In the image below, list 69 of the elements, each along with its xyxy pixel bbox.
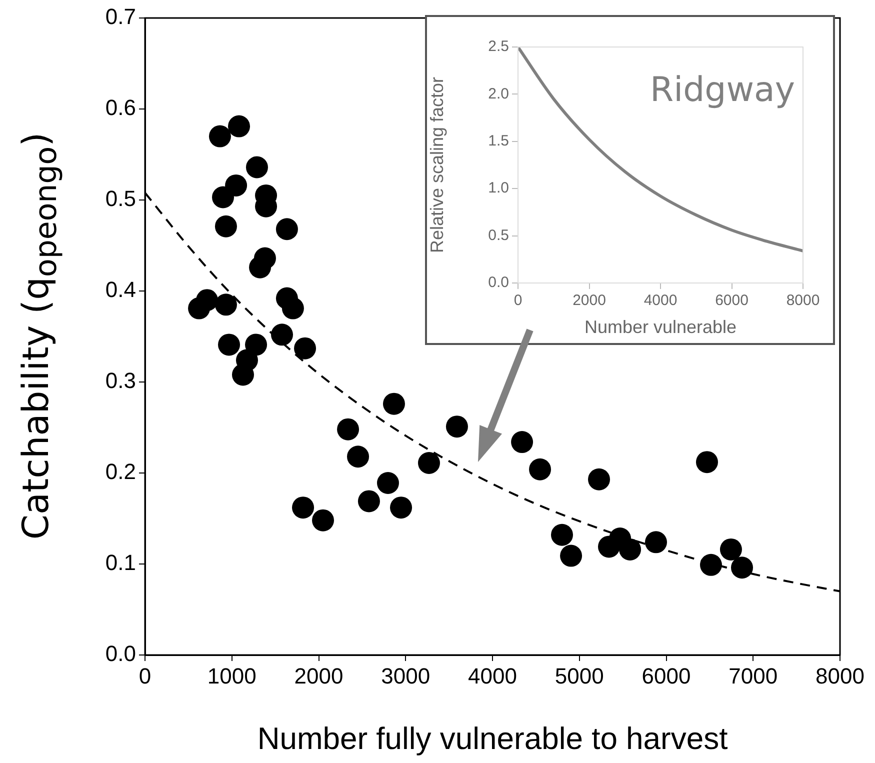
x-tick-label: 0: [514, 292, 522, 310]
point: [529, 458, 552, 480]
x-axis-title: Number vulnerable: [584, 317, 737, 338]
x-axis-title: Number fully vulnerable to harvest: [257, 720, 728, 756]
point: [560, 544, 582, 567]
point: [214, 294, 237, 316]
point: [214, 215, 237, 238]
point: [382, 392, 405, 415]
x-tick-label: 1000: [207, 663, 256, 688]
point: [292, 496, 314, 519]
point: [358, 490, 380, 512]
y-tick-label: 1.5: [488, 132, 509, 150]
point: [551, 524, 573, 546]
x-tick-label: 5000: [554, 663, 604, 688]
annotation: Ridgway: [650, 70, 795, 110]
y-tick-label: 0.0: [488, 274, 509, 292]
point: [347, 446, 370, 468]
y-tick-label: 0.7: [105, 4, 136, 30]
x-tick-label: 0: [138, 663, 152, 688]
x-tick-label: 3000: [381, 663, 430, 688]
point: [196, 289, 218, 312]
x-tick-label: 2000: [294, 663, 344, 688]
point: [390, 496, 412, 519]
y-tick-label: 2.0: [488, 85, 509, 102]
point: [249, 256, 272, 278]
point: [720, 538, 742, 560]
point: [619, 538, 642, 560]
y-tick-label: 0.2: [105, 459, 136, 484]
y-axis-title: Relative scaling factor: [426, 76, 447, 254]
point: [588, 468, 610, 490]
point: [218, 334, 240, 356]
point: [212, 186, 234, 208]
point: [271, 324, 293, 346]
point: [282, 297, 304, 320]
x-tick-label: 8000: [786, 292, 820, 310]
y-tick-label: 2.5: [488, 38, 509, 56]
point: [511, 431, 534, 454]
point: [246, 156, 268, 178]
x-tick-label: 4000: [644, 292, 678, 310]
point: [446, 416, 468, 438]
y-tick-label: 1.0: [488, 180, 509, 197]
y-tick-label: 0.5: [105, 186, 136, 212]
y-tick-label: 0.0: [105, 641, 136, 666]
y-tick-label: 0.1: [105, 550, 136, 576]
x-tick-label: 6000: [715, 292, 748, 310]
point: [312, 509, 334, 532]
x-tick-label: 8000: [816, 663, 864, 688]
line-series: [518, 47, 803, 252]
y-tick-label: 0.6: [105, 95, 136, 120]
y-tick-label: 0.5: [488, 226, 509, 244]
point: [696, 451, 718, 474]
point: [376, 472, 399, 494]
point: [731, 556, 754, 579]
point: [418, 452, 440, 474]
point: [208, 125, 231, 148]
point: [700, 554, 722, 576]
x-tick-label: 6000: [642, 663, 691, 688]
point: [294, 337, 316, 360]
point: [276, 218, 298, 240]
point: [245, 334, 268, 356]
x-tick-label: 7000: [728, 663, 778, 688]
point: [337, 418, 360, 440]
x-tick-label: 2000: [572, 292, 606, 310]
point: [228, 115, 250, 138]
y-tick-label: 0.3: [105, 368, 136, 394]
point: [645, 531, 667, 554]
y-tick-label: 0.4: [105, 277, 136, 302]
x-tick-label: 4000: [468, 663, 517, 688]
point: [232, 364, 254, 386]
